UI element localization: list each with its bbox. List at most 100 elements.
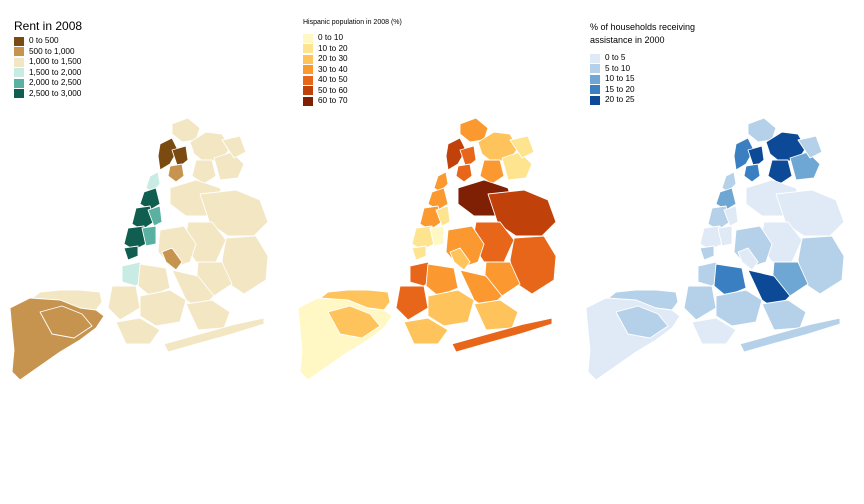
legend-swatch [590, 53, 600, 63]
district-brooklyn-3 [107, 285, 141, 321]
legend-item: 40 to 50 [303, 75, 402, 85]
legend-item: 60 to 70 [303, 96, 402, 106]
legend-swatch [303, 65, 313, 74]
district-manhattan-4 [723, 205, 739, 227]
legend-label: 1,500 to 2,000 [29, 67, 82, 77]
district-bronx-7 [171, 145, 189, 169]
legend-swatch [590, 74, 600, 84]
district-bronx-7 [747, 145, 765, 169]
district-brooklyn-7 [185, 299, 231, 331]
legend-item: 15 to 20 [590, 85, 695, 95]
legend-swatch [14, 57, 24, 67]
district-manhattan-6 [429, 225, 445, 247]
district-brooklyn-6 [115, 317, 161, 345]
legend-label: 10 to 15 [605, 74, 635, 83]
legend-item: 5 to 10 [590, 64, 695, 74]
district-staten-island-2 [39, 305, 93, 339]
legend-label: 0 to 500 [29, 36, 59, 45]
nyc-districts [9, 117, 269, 381]
legend-item: 50 to 60 [303, 86, 402, 96]
legend-swatch [303, 44, 313, 53]
legend-item: 2,500 to 3,000 [14, 89, 82, 99]
legend-item: 20 to 30 [303, 54, 402, 64]
district-bronx-8 [455, 163, 473, 183]
legend-swatch [590, 95, 600, 105]
legend-label: 10 to 20 [318, 43, 348, 53]
choropleth-map-rent [9, 117, 269, 381]
district-manhattan-6 [717, 225, 733, 247]
district-bronx-3 [479, 159, 505, 185]
district-brooklyn-7 [761, 299, 807, 331]
legend-label: 0 to 5 [605, 53, 626, 62]
choropleth-map-assistance [585, 117, 845, 381]
district-brooklyn-3 [395, 285, 429, 321]
legend-item: 2,000 to 2,500 [14, 78, 82, 88]
district-bronx-6 [733, 137, 755, 171]
nyc-districts [585, 117, 845, 381]
legend-label: 40 to 50 [318, 75, 348, 84]
legend-swatch [14, 47, 24, 56]
district-manhattan-7 [699, 245, 715, 261]
legend-swatch [303, 33, 313, 43]
district-queens-6 [161, 247, 183, 271]
legend-item: 1,000 to 1,500 [14, 57, 82, 67]
legend-label: 2,500 to 3,000 [29, 88, 82, 98]
map-panel-rent: Rent in 2008 0 to 500 500 to 1,000 1,000… [0, 0, 288, 504]
district-queens-rockaway [739, 317, 841, 353]
legend-title: % of households receiving assistance in … [590, 22, 696, 45]
district-bronx-8 [743, 163, 761, 183]
legend-swatch [590, 64, 600, 73]
district-manhattan-2 [427, 187, 449, 211]
district-manhattan-2 [715, 187, 737, 211]
legend-item: 1,500 to 2,000 [14, 68, 82, 78]
district-bronx-4 [789, 151, 821, 181]
legend-label: 500 to 1,000 [29, 46, 75, 56]
legend-item: 500 to 1,000 [14, 47, 82, 57]
district-manhattan-7 [123, 245, 139, 261]
district-queens-rockaway [163, 317, 265, 353]
choropleth-map-hispanic [297, 117, 557, 381]
legend-title: Hispanic population in 2008 (%) [303, 19, 402, 26]
legend-item: 0 to 5 [590, 53, 695, 63]
district-bronx-8 [167, 163, 185, 183]
district-bronx-7 [459, 145, 477, 169]
legend-label: 60 to 70 [318, 96, 348, 105]
legend-label: 30 to 40 [318, 64, 348, 74]
legend-item: 30 to 40 [303, 65, 402, 75]
legend-swatch [590, 85, 600, 94]
district-bronx-3 [191, 159, 217, 185]
district-manhattan-6 [141, 225, 157, 247]
legend-item: 0 to 10 [303, 33, 402, 43]
district-manhattan-7 [411, 245, 427, 261]
legend-swatch [14, 36, 24, 46]
legend-swatch [14, 78, 24, 88]
district-brooklyn-7 [473, 299, 519, 331]
district-brooklyn-4 [715, 289, 763, 327]
district-queens-6 [737, 247, 759, 271]
legend-label: 2,000 to 2,500 [29, 78, 82, 87]
district-bronx-5 [797, 135, 823, 159]
district-bronx-4 [501, 151, 533, 181]
legend-swatch [14, 68, 24, 77]
legend-label: 50 to 60 [318, 85, 348, 95]
district-manhattan-5 [411, 225, 435, 251]
district-queens-6 [449, 247, 471, 271]
district-bronx-6 [157, 137, 179, 171]
map-panel-assistance: % of households receiving assistance in … [576, 0, 864, 504]
legend-hispanic: Hispanic population in 2008 (%) 0 to 10 … [303, 19, 402, 107]
district-manhattan-2 [139, 187, 161, 211]
district-bronx-5 [221, 135, 247, 159]
legend-label: 20 to 30 [318, 54, 348, 63]
district-brooklyn-4 [427, 289, 475, 327]
map-panel-hispanic: Hispanic population in 2008 (%) 0 to 10 … [288, 0, 576, 504]
district-bronx-5 [509, 135, 535, 159]
legend-swatch [303, 54, 313, 64]
district-manhattan-5 [123, 225, 147, 251]
legend-swatch [303, 86, 313, 95]
legend-swatch [14, 89, 24, 98]
legend-item: 20 to 25 [590, 95, 695, 105]
legend-item: 10 to 15 [590, 74, 695, 84]
legend-item: 10 to 20 [303, 44, 402, 54]
district-bronx-6 [445, 137, 467, 171]
district-manhattan-4 [435, 205, 451, 227]
